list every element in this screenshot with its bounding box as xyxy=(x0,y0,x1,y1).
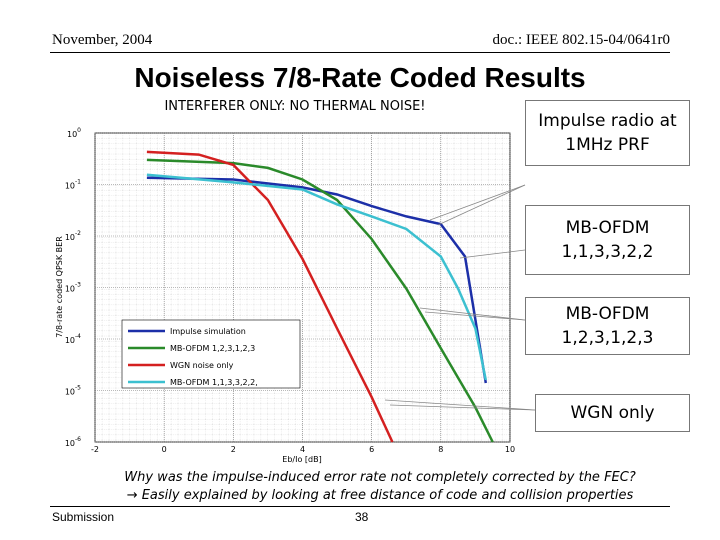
legend-label: MB-OFDM 1,2,3,1,2,3 xyxy=(170,344,255,353)
y-tick-label: 10-4 xyxy=(65,333,81,345)
page-number: 38 xyxy=(355,510,369,524)
y-tick-label: 10-3 xyxy=(65,282,81,294)
callout: MB-OFDM 1,2,3,1,2,3 xyxy=(525,297,690,355)
x-tick-label: 6 xyxy=(369,445,374,454)
y-tick-base: 10 xyxy=(67,130,77,139)
y-tick-base: 10 xyxy=(65,439,75,448)
header-rule xyxy=(50,52,670,53)
footer-left: Submission xyxy=(52,510,115,524)
y-tick-base: 10 xyxy=(65,182,75,191)
x-tick-label: 2 xyxy=(231,445,236,454)
y-tick-exp: -6 xyxy=(75,436,81,443)
y-tick-label: 100 xyxy=(67,127,81,139)
header-date: November, 2004 xyxy=(52,32,153,48)
x-tick-label: 10 xyxy=(505,445,515,454)
chart-subtitle: INTERFERER ONLY: NO THERMAL NOISE! xyxy=(164,99,425,114)
y-tick-base: 10 xyxy=(65,336,75,345)
footer-answer: → Easily explained by looking at free di… xyxy=(126,488,634,503)
y-tick-base: 10 xyxy=(65,285,75,294)
header-doc: doc.: IEEE 802.15-04/0641r0 xyxy=(492,32,670,48)
y-tick-exp: -1 xyxy=(75,179,81,186)
y-tick-label: 10-6 xyxy=(65,436,81,448)
y-tick-label: 10-5 xyxy=(65,385,81,397)
callout-leaders xyxy=(384,184,536,411)
y-tick-exp: -3 xyxy=(75,282,81,289)
y-tick-base: 10 xyxy=(65,233,75,242)
callout: Impulse radio at 1MHz PRF xyxy=(525,100,690,166)
footer-rule xyxy=(50,506,670,507)
y-tick-base: 10 xyxy=(65,388,75,397)
y-axis-label: 7/8-rate coded QPSK BER xyxy=(55,236,64,338)
x-tick-label: -2 xyxy=(91,445,99,454)
callout: WGN only xyxy=(535,394,690,432)
series-line xyxy=(146,150,394,443)
legend-label: WGN noise only xyxy=(170,361,234,370)
x-axis-label: Eb/Io [dB] xyxy=(282,455,321,464)
y-tick-exp: -5 xyxy=(75,385,81,392)
legend-label: Impulse simulation xyxy=(170,327,246,336)
footer-question: Why was the impulse-induced error rate n… xyxy=(124,470,636,485)
x-tick-label: 8 xyxy=(438,445,443,454)
slide-title: Noiseless 7/8-Rate Coded Results xyxy=(134,62,586,93)
y-tick-exp: -4 xyxy=(75,333,81,340)
series-line xyxy=(146,158,494,443)
y-tick-exp: -2 xyxy=(75,230,81,237)
x-tick-label: 0 xyxy=(162,445,167,454)
callout: MB-OFDM 1,1,3,3,2,2 xyxy=(525,205,690,275)
legend-label: MB-OFDM 1,1,3,3,2,2, xyxy=(170,378,258,387)
y-tick-label: 10-2 xyxy=(65,230,81,242)
series-line xyxy=(146,176,488,384)
series-line xyxy=(146,173,488,381)
y-tick-label: 10-1 xyxy=(65,179,81,191)
y-tick-exp: 0 xyxy=(77,127,81,134)
x-tick-label: 4 xyxy=(300,445,305,454)
